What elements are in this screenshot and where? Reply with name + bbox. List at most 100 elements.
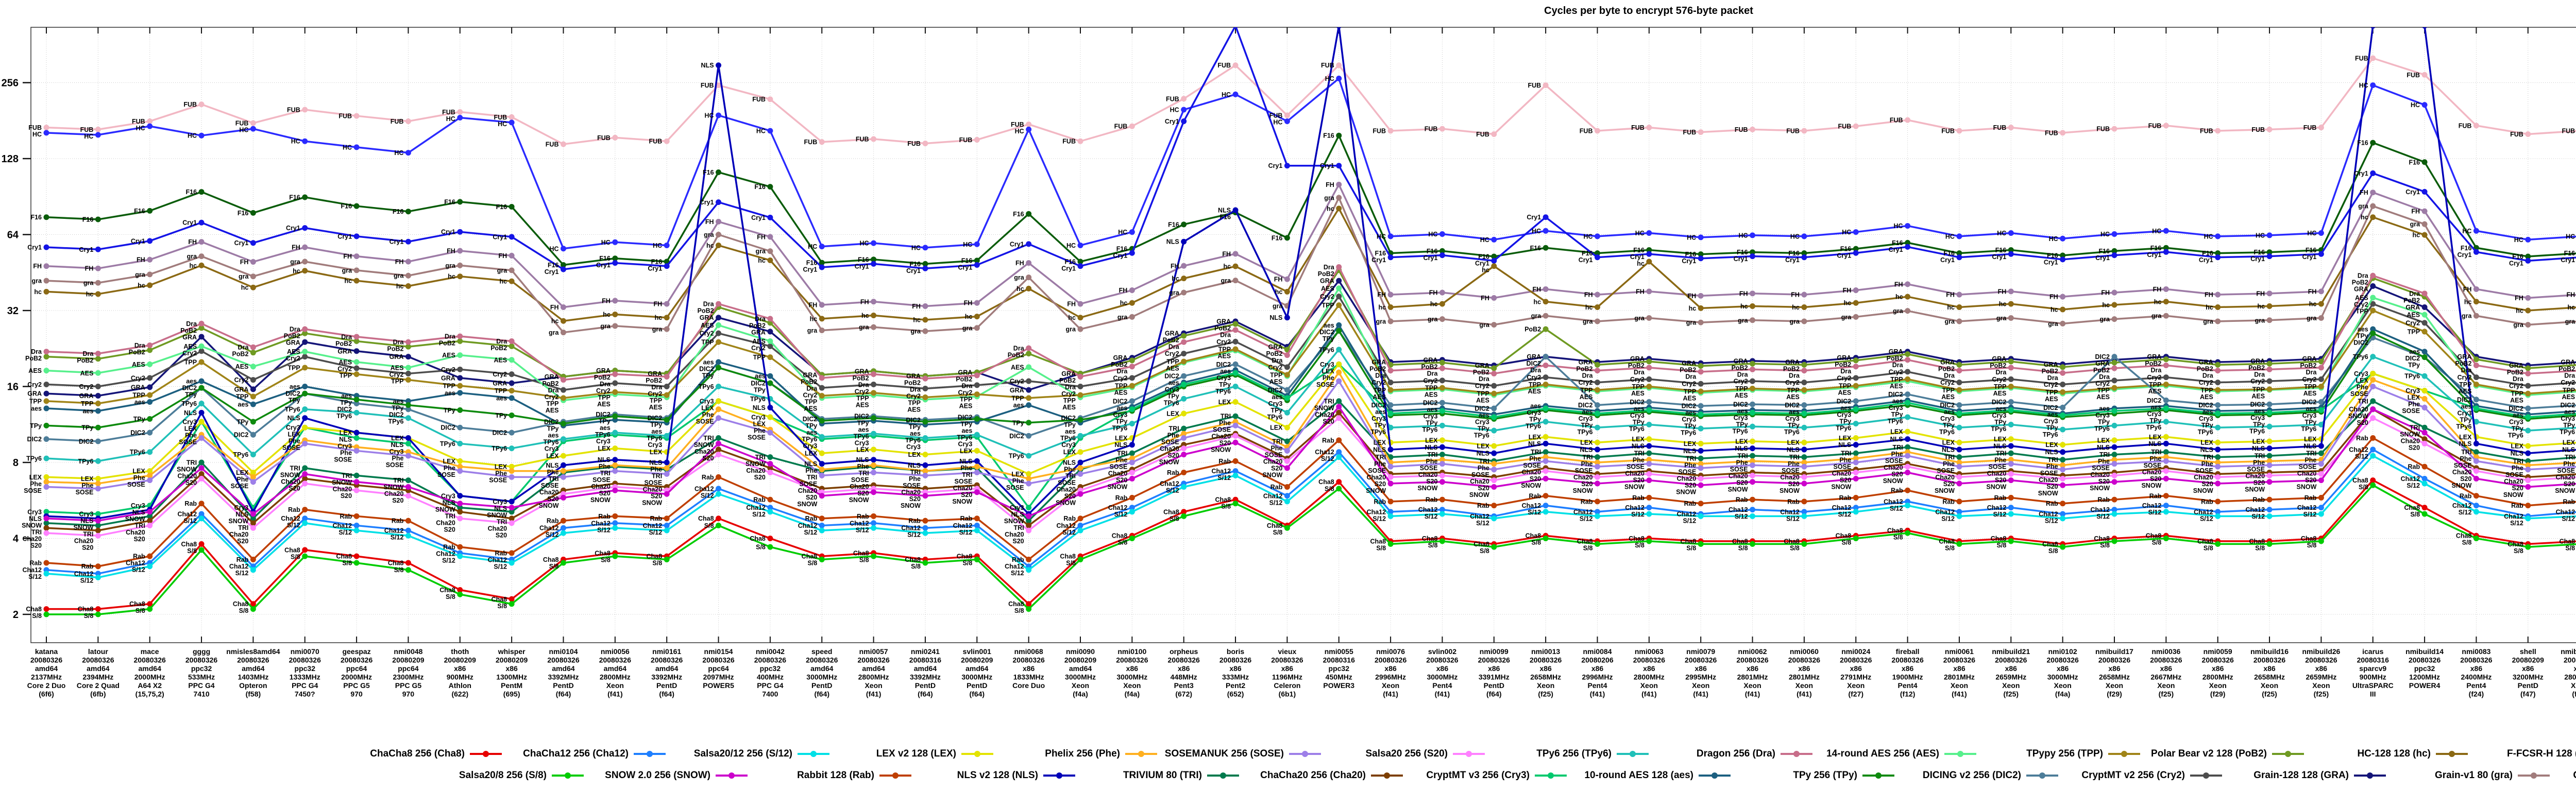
point-label-Cha8: Cha8: [129, 600, 145, 608]
series-points-HC: [43, 75, 2531, 252]
point-label-Cry1: Cry1: [2044, 259, 2058, 266]
point-label-Cha12: Cha12: [2246, 506, 2265, 513]
point-label-SNOW: SNOW: [2348, 412, 2368, 420]
point-label-PoB2: PoB2: [2455, 360, 2471, 367]
y-tick-label: 256: [2, 78, 19, 89]
point-label-aes: aes: [2150, 404, 2161, 411]
x-tick-label: boris 20080326 x86 333MHz Pent2 (652): [1219, 647, 1252, 698]
point-label-LEX: LEX: [1994, 436, 2007, 443]
point-label-HC: HC: [756, 127, 766, 134]
point-label-GRA: GRA: [596, 367, 611, 374]
y-tick-label: 64: [7, 230, 19, 241]
point-label-FH: FH: [2463, 286, 2472, 293]
point-label-LEX: LEX: [1063, 449, 1076, 456]
point-label-FUB: FUB: [235, 120, 249, 127]
point-label-S/12: S/12: [597, 526, 611, 534]
point-label-gra: gra: [1376, 318, 1387, 325]
point-label-HC: HC: [860, 240, 869, 247]
point-label-SNOW: SNOW: [1624, 484, 1645, 491]
point-label-NLS: NLS: [2459, 440, 2471, 448]
legend-item-TPy6: TPy6 256 (TPy6): [1485, 748, 1649, 760]
point-label-Cry3: Cry3: [1423, 412, 1438, 420]
point-label-FH: FH: [1688, 293, 1697, 300]
point-label-Cry3: Cry3: [79, 511, 94, 518]
point-label-Cha20: Cha20: [74, 538, 94, 545]
point-label-TRI: TRI: [600, 470, 611, 477]
point-label-TRI: TRI: [1531, 449, 1541, 456]
point-label-LEX: LEX: [1115, 435, 1128, 442]
legend-swatch-LEX: [961, 750, 993, 758]
point-label-gra: gra: [2358, 203, 2369, 210]
point-label-TPy6: TPy6: [78, 458, 93, 465]
x-tick-label: speed 20080326 amd64 3000MHz PentD (f64): [806, 647, 838, 698]
x-tick-label: nmibuild4020080326x862802MHzXeon(f29): [2561, 647, 2576, 698]
point-label-S20: S20: [341, 492, 352, 500]
point-label-Cry3: Cry3: [441, 492, 455, 500]
point-label-Cry3: Cry3: [2354, 370, 2368, 377]
point-label-Cry1: Cry1: [1423, 254, 1438, 262]
point-label-S/8: S/8: [549, 563, 559, 570]
point-label-PoB2: PoB2: [2352, 279, 2368, 286]
point-label-Cha20: Cha20: [1315, 411, 1334, 418]
point-label-FUB: FUB: [959, 136, 973, 144]
point-label-AES: AES: [1941, 393, 1955, 401]
point-label-Cha12: Cha12: [22, 566, 42, 574]
point-label-TPP: TPP: [132, 392, 145, 399]
point-label-LEX: LEX: [546, 453, 559, 460]
point-label-Cry1: Cry1: [182, 219, 197, 227]
point-label-SNOW: SNOW: [125, 515, 145, 523]
point-label-aes: aes: [1789, 408, 1800, 416]
point-label-TPy: TPy: [185, 391, 197, 399]
point-label-Cry3: Cry3: [131, 502, 145, 509]
point-label-AES: AES: [1321, 285, 1334, 292]
point-label-F16: F16: [1427, 248, 1438, 255]
point-label-aes: aes: [238, 401, 249, 408]
point-label-AES: AES: [2096, 393, 2110, 401]
point-label-PoB2: PoB2: [904, 380, 921, 387]
point-label-AES: AES: [1166, 365, 1179, 372]
point-label-SNOW: SNOW: [22, 522, 42, 529]
point-label-PoB2: PoB2: [543, 380, 559, 387]
point-label-TPP: TPP: [1270, 371, 1282, 379]
point-label-Dra: Dra: [1220, 331, 1231, 338]
point-label-LEX: LEX: [1477, 442, 1489, 450]
point-label-Dra: Dra: [2254, 371, 2265, 378]
point-label-aes: aes: [858, 426, 869, 434]
legend-item-S/8: Salsa20/8 256 (S/8): [420, 770, 584, 781]
point-label-PoB2: PoB2: [1835, 361, 1851, 368]
y-tick-label: 8: [13, 457, 19, 469]
point-label-GRA: GRA: [700, 314, 714, 321]
point-label-TPy: TPy: [2460, 416, 2472, 423]
point-label-FH: FH: [1946, 291, 1955, 299]
point-label-aes: aes: [1479, 412, 1489, 419]
point-label-hc: hc: [396, 283, 404, 290]
point-label-S/12: S/12: [1062, 529, 1076, 536]
point-label-Cha20: Cha20: [1418, 471, 1438, 478]
point-label-TRI: TRI: [1944, 454, 1955, 461]
point-label-Cry2: Cry2: [2458, 374, 2472, 381]
point-label-hc: hc: [913, 317, 921, 324]
point-label-Cha8: Cha8: [595, 549, 611, 557]
point-label-F16: F16: [2098, 248, 2110, 255]
point-label-F16: F16: [2512, 253, 2523, 261]
point-label-gra: gra: [910, 328, 921, 335]
point-label-AES: AES: [1683, 395, 1696, 402]
point-label-SNOW: SNOW: [177, 466, 197, 473]
point-label-aes: aes: [600, 424, 611, 432]
point-label-FH: FH: [1843, 287, 1852, 294]
point-label-SNOW: SNOW: [1728, 486, 1748, 493]
point-label-SOSE: SOSE: [2350, 390, 2368, 398]
point-label-TPy: TPy: [1633, 419, 1645, 426]
point-label-TRI: TRI: [135, 522, 145, 529]
point-label-gra: gra: [1583, 318, 1594, 325]
point-label-FUB: FUB: [1631, 124, 1645, 131]
point-label-Cha20: Cha20: [1728, 473, 1748, 480]
point-label-TPP: TPP: [2200, 387, 2213, 394]
point-label-Cha20: Cha20: [1212, 433, 1231, 440]
point-label-NLS: NLS: [391, 441, 403, 449]
point-label-TPy6: TPy6: [2249, 428, 2265, 435]
point-label-Cry2: Cry2: [648, 390, 662, 398]
point-label-HC: HC: [549, 245, 558, 252]
point-label-Cha20: Cha20: [2504, 478, 2523, 485]
x-tick-label: vieux 20080326 x86 1196MHz Celeron (6b1): [1271, 647, 1303, 698]
